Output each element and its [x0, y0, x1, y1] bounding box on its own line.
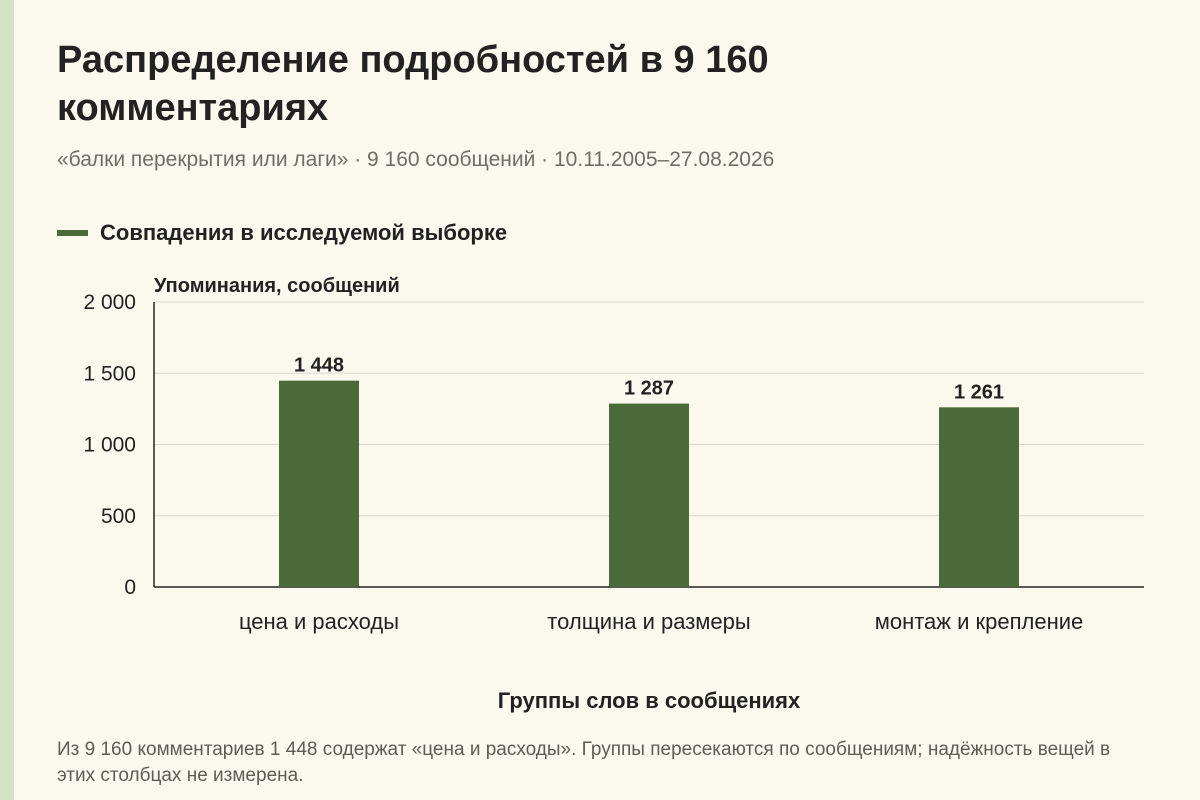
left-accent-stripe: [0, 0, 14, 800]
x-axis-label: Группы слов в сообщениях: [498, 688, 801, 713]
chart-footnote: Из 9 160 комментариев 1 448 содержат «це…: [57, 739, 1111, 786]
x-tick-label: толщина и размеры: [547, 609, 750, 634]
bar-value-label: 1 287: [624, 378, 674, 400]
bar: [939, 407, 1019, 587]
y-tick-label: 2 000: [83, 291, 136, 314]
y-axis-label: Упоминания, сообщений: [154, 275, 400, 297]
bar-value-label: 1 448: [294, 355, 344, 377]
legend-label: Совпадения в исследуемой выборке: [100, 220, 508, 245]
chart-title: Распределение подробностей в 9 160 комме…: [57, 39, 769, 129]
x-tick-label: монтаж и крепление: [875, 609, 1084, 634]
y-tick-label: 0: [124, 576, 136, 599]
bar: [279, 380, 359, 587]
x-tick-label: цена и расходы: [239, 609, 399, 634]
y-tick-label: 500: [101, 505, 136, 528]
y-tick-label: 1 500: [83, 362, 136, 385]
bar: [609, 403, 689, 587]
bar-value-label: 1 261: [954, 381, 1004, 403]
legend: Совпадения в исследуемой выборке: [57, 218, 507, 248]
chart-subtitle: «балки перекрытия или лаги» · 9 160 сооб…: [57, 148, 775, 171]
y-tick-label: 1 000: [83, 434, 136, 457]
legend-swatch: [57, 230, 88, 236]
